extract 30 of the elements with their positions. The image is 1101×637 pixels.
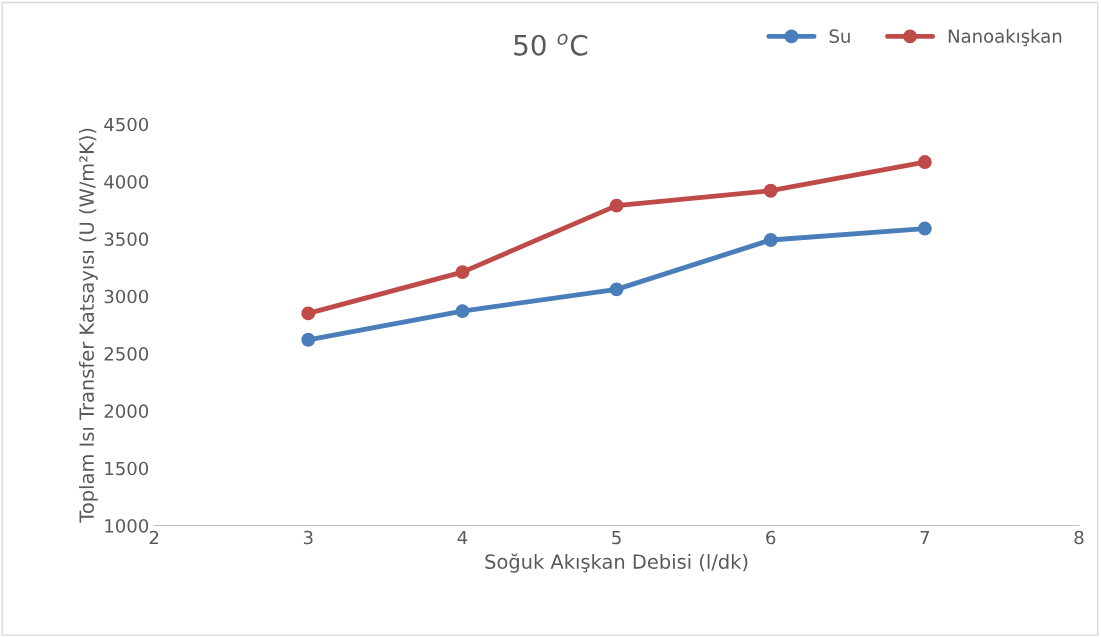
y-tick-label: 2000 [104, 404, 149, 418]
legend-label: Nanoakışkan [948, 28, 1062, 47]
y-tick-label: 3500 [104, 232, 149, 246]
x-tick-label: 6 [766, 530, 776, 545]
point [301, 306, 316, 321]
point [763, 183, 778, 198]
y-tick-label: 3000 [104, 289, 149, 304]
point [609, 282, 624, 297]
y-axis-title: Toplam Isı Transfer Katsayısı (U (W/m²K)) [78, 128, 98, 523]
x-tick-label: 8 [1074, 530, 1084, 545]
point [455, 304, 470, 319]
x-tick-label: 4 [457, 530, 468, 545]
y-tick-label: 4500 [104, 117, 149, 132]
y-tick-label: 4000 [104, 175, 149, 189]
point [301, 332, 316, 347]
x-axis-title: Soğuk Akışkan Debisi (l/dk) [485, 553, 748, 573]
x-tick-label: 5 [612, 530, 621, 545]
x-tick-label: 7 [920, 530, 930, 545]
point [609, 198, 624, 213]
point [917, 221, 932, 236]
point [455, 265, 470, 280]
y-tick-label: 1000 [105, 518, 149, 533]
x-tick-label: 3 [303, 530, 313, 545]
point [917, 155, 932, 169]
x-tick-label: 2 [149, 530, 159, 545]
legend-label: Su [829, 29, 850, 43]
point [763, 233, 778, 247]
y-tick-label: 1500 [105, 461, 149, 476]
chart-title: 50 $^{o}$C [514, 33, 588, 56]
y-tick-label: 2500 [104, 346, 149, 361]
